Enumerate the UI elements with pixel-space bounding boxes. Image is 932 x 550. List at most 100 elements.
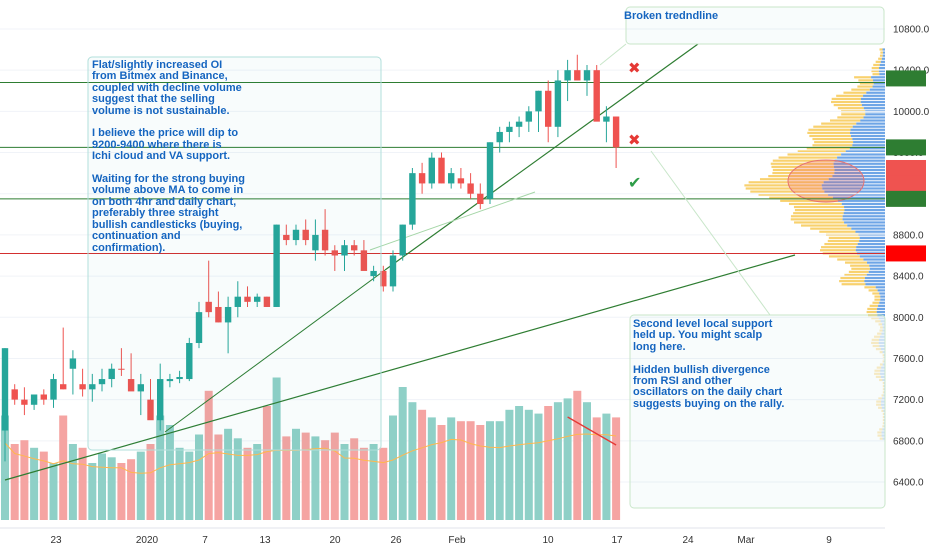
volume-profile-bar xyxy=(875,286,885,289)
volume-profile-bar xyxy=(787,153,842,156)
volume-profile-bar xyxy=(875,320,881,323)
candle-body xyxy=(1,348,9,431)
volume-profile-bar xyxy=(879,338,885,341)
volume-profile-bar xyxy=(851,227,885,230)
volume-bar xyxy=(88,463,97,520)
volume-profile-bar xyxy=(772,171,835,175)
volume-bar xyxy=(107,457,116,520)
volume-profile-bar xyxy=(863,258,885,261)
volume-profile-bar xyxy=(863,94,885,97)
volume-profile-bar xyxy=(869,267,885,270)
volume-bar xyxy=(30,447,39,520)
volume-bar xyxy=(59,415,68,520)
check-mark-icon: ✔ xyxy=(628,173,642,192)
candle-body xyxy=(418,173,426,184)
volume-profile-bar xyxy=(871,341,879,345)
volume-profile-bar xyxy=(859,82,874,85)
volume-profile-bar xyxy=(879,301,885,304)
time-tick-label: 7 xyxy=(202,535,208,546)
volume-profile-bar xyxy=(882,391,885,394)
volume-profile-bar xyxy=(780,199,838,202)
candle-body xyxy=(244,296,251,302)
candle-body xyxy=(545,90,552,127)
volume-profile-bar xyxy=(879,363,883,366)
price-tag xyxy=(886,70,926,87)
candlesticks xyxy=(1,54,620,462)
candle-body xyxy=(515,121,523,127)
volume-bar xyxy=(418,409,427,520)
candle-body xyxy=(69,358,77,369)
volume-profile-bar xyxy=(758,193,829,196)
volume-bar xyxy=(369,444,378,520)
volume-profile-bar xyxy=(836,94,864,97)
volume-profile-bar xyxy=(879,54,883,57)
volume-bar xyxy=(127,459,136,520)
volume-bar xyxy=(495,421,504,520)
volume-profile-bar xyxy=(769,196,833,199)
volume-profile-bar xyxy=(881,400,885,403)
volume-bar xyxy=(10,444,19,520)
price-tag xyxy=(886,139,926,156)
volume-bar xyxy=(340,444,349,520)
volume-profile-bar xyxy=(879,351,883,354)
candle-body xyxy=(263,296,271,307)
candle-body xyxy=(612,116,620,148)
volume-bar xyxy=(214,434,223,520)
volume-profile-bar xyxy=(857,85,873,88)
candle-body xyxy=(166,379,174,382)
broken-trendline-label: Broken tredndline xyxy=(624,10,719,22)
candle-body xyxy=(292,229,300,241)
volume-bar xyxy=(301,432,310,520)
price-tick-label: 8000.0 xyxy=(893,313,924,324)
candle-body xyxy=(176,376,183,380)
candle-body xyxy=(40,394,47,400)
volume-bar xyxy=(98,453,106,520)
volume-profile-bar xyxy=(881,406,885,409)
volume-profile-bar xyxy=(849,147,885,150)
volume-profile-bar xyxy=(850,264,870,267)
volume-profile-bar xyxy=(759,178,829,181)
volume-profile-bar xyxy=(878,406,882,409)
volume-profile-bar xyxy=(872,292,880,295)
volume-profile-bar xyxy=(832,175,885,178)
volume-profile-bar xyxy=(812,144,853,147)
volume-profile-bar xyxy=(790,218,843,221)
volume-bar xyxy=(505,409,514,520)
candle-body xyxy=(157,379,164,421)
volume-bar xyxy=(563,398,572,520)
volume-profile-bar xyxy=(859,239,885,243)
volume-profile-bar xyxy=(869,264,885,267)
volume-bar xyxy=(330,432,339,520)
volume-profile-bar xyxy=(840,276,865,280)
volume-profile-bar xyxy=(828,255,860,258)
volume-profile-bar xyxy=(877,431,882,434)
volume-profile-bar xyxy=(876,310,885,314)
price-tag xyxy=(886,245,926,262)
broken-trendline-box xyxy=(625,6,885,45)
volume-profile-bar xyxy=(866,310,877,314)
volume-profile-bar xyxy=(797,150,846,153)
volume-profile-bar xyxy=(861,103,885,107)
volume-bar xyxy=(195,434,203,520)
volume-bar xyxy=(612,417,621,520)
volume-bar xyxy=(262,406,271,520)
candle-body xyxy=(457,178,465,184)
volume-profile-bar xyxy=(883,425,885,428)
price-tag xyxy=(886,175,926,192)
volume-bar xyxy=(515,406,524,520)
volume-bar xyxy=(175,447,184,520)
volume-profile-bar xyxy=(869,88,885,91)
volume-profile-bar xyxy=(878,397,882,400)
candle-body xyxy=(60,384,67,390)
volume-profile-bar xyxy=(881,397,885,400)
volume-profile-bar xyxy=(844,209,885,212)
annotation-boxes xyxy=(87,6,886,509)
volume-profile-bar xyxy=(837,156,885,159)
volume-profile-bar xyxy=(865,113,885,116)
volume-profile-bar xyxy=(882,363,885,366)
volume-bar xyxy=(544,406,553,520)
volume-bar xyxy=(204,390,213,520)
volume-profile-bar xyxy=(856,246,885,249)
